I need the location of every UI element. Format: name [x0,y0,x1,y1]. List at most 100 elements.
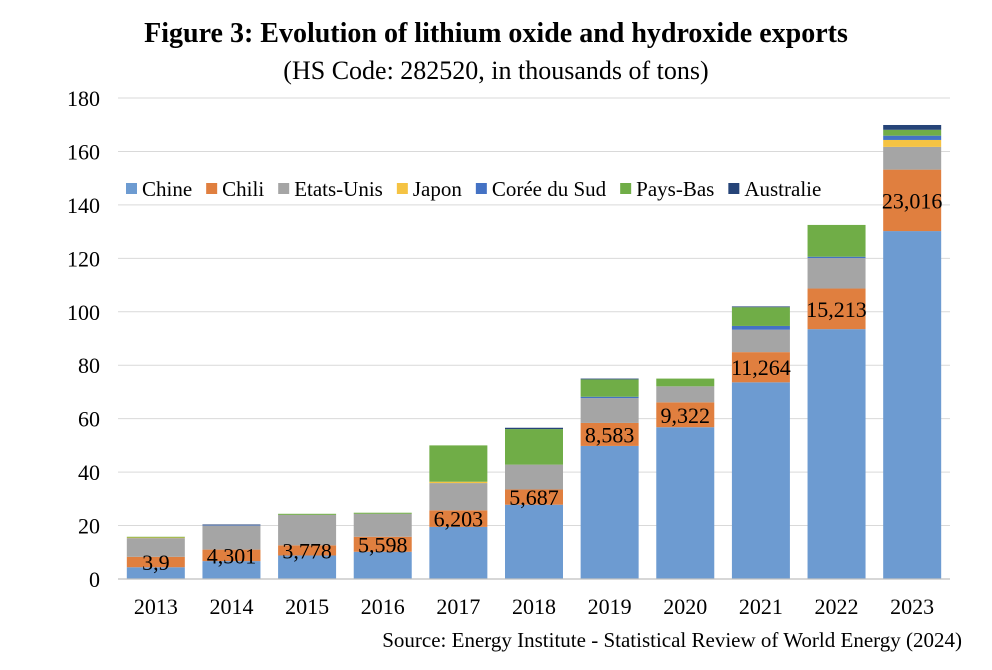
legend-label: Chili [222,177,264,201]
bar-segment-australie [883,124,942,130]
bar-segment-chine [202,561,261,579]
x-tick-label: 2021 [739,594,783,619]
legend-label: Corée du Sud [492,177,607,201]
y-axis-tick-labels: 0 20 40 60 80 100 120 140 160 180 [67,86,100,592]
bar-segment-japon [883,139,942,147]
data-label: 3,9 [142,550,170,575]
bar-segment-chili [353,536,412,552]
legend-label: Australie [744,177,821,201]
legend-label: Etats-Unis [294,177,383,201]
bar-segment-etats-unis [807,258,866,289]
data-label: 11,264 [731,355,791,380]
legend-swatch [206,183,218,194]
bar-segment-etats-unis [883,146,942,170]
y-tick-label: 100 [67,300,100,325]
y-tick-label: 180 [67,86,100,111]
bar-segment-chine [807,329,866,579]
bar-segment-cor-e-du-sud [807,256,866,259]
bar-segment-pays-bas [429,445,488,482]
bar-segment-etats-unis [353,513,412,537]
y-tick-label: 80 [78,353,100,378]
data-label: 9,322 [661,403,711,428]
y-tick-label: 120 [67,246,100,271]
legend-swatch [126,183,137,194]
legend-swatch [396,183,408,194]
data-label: 5,598 [358,532,408,557]
bar-segment-pays-bas [126,536,185,538]
bar-segment-pays-bas [656,378,715,387]
bar-segment-etats-unis [505,464,563,490]
bar-segment-japon [126,537,185,539]
x-tick-label: 2018 [512,594,556,619]
bar-segment-pays-bas [807,224,866,257]
bar-segment-etats-unis [126,538,185,557]
bar-segment-chine [353,551,412,579]
bar-segment-chine [580,445,639,579]
source-note: Source: Energy Institute - Statistical R… [382,628,962,652]
legend-label: Chine [142,177,192,201]
bar-segment-pays-bas [278,513,337,515]
bar-segment-chili [656,402,715,428]
bar-segment-chili [126,556,185,568]
bar-segment-etats-unis [656,386,715,403]
bar-segment-australie [202,524,261,526]
x-tick-label: 2019 [588,594,632,619]
bar-segment-chine [883,231,942,579]
x-tick-label: 2017 [436,594,480,619]
legend-swatch [728,183,740,194]
bar-segment-cor-e-du-sud [580,396,639,399]
bar-segment-chili [807,288,866,330]
y-tick-label: 140 [67,193,100,218]
x-tick-label: 2022 [815,594,859,619]
bar-segment-pays-bas [731,307,790,326]
y-tick-label: 160 [67,139,100,164]
bar-segment-chine [126,567,185,579]
chart-title: Figure 3: Evolution of lithium oxide and… [144,18,848,49]
bar-segment-chine [278,555,337,579]
legend-label: Pays-Bas [636,177,714,201]
bar-segment-etats-unis [731,329,790,353]
bar-segment-pays-bas [505,429,563,465]
bar-segment-chine [429,526,488,579]
bar-segment-australie [580,378,639,380]
bar-segment-cor-e-du-sud [883,135,942,140]
bar-segment-pays-bas [580,379,639,397]
bar-segment-chine [656,427,715,579]
bar-segment-chili [202,549,261,562]
x-tick-label: 2020 [663,594,707,619]
bar-segment-etats-unis [580,398,639,423]
y-tick-label: 60 [78,407,100,432]
bars [126,124,942,579]
data-label: 5,687 [509,485,559,510]
bar-segment-cor-e-du-sud [202,525,261,526]
legend-swatch [278,183,290,194]
data-label: 4,301 [207,543,257,568]
y-tick-label: 20 [78,514,100,539]
legend-swatch [620,183,632,194]
bar-segment-chili [731,352,790,383]
bar-segment-chine [505,504,563,579]
x-axis-tick-labels: 2013 2014 2015 2016 2017 2018 2019 2020 2021 2022… [134,594,934,619]
data-label: 3,778 [282,538,332,563]
bar-segment-chili [883,169,942,232]
data-label: 23,016 [882,188,943,213]
x-tick-label: 2016 [361,594,405,619]
bar-segment-etats-unis [429,483,488,511]
chart-subtitle: (HS Code: 282520, in thousands of tons) [283,56,709,85]
bar-segment-cor-e-du-sud [731,325,790,330]
bar-segment-pays-bas [883,129,942,136]
data-label: 15,213 [806,297,867,322]
x-tick-label: 2015 [285,594,329,619]
x-tick-label: 2014 [209,594,253,619]
bar-segment-chine [731,382,790,579]
data-label: 8,583 [585,422,635,447]
bar-segment-chili [278,545,337,556]
y-tick-label: 0 [89,567,100,592]
x-tick-label: 2013 [134,594,178,619]
x-tick-label: 2023 [890,594,934,619]
legend-swatch [475,183,487,194]
bar-segment-etats-unis [278,514,337,546]
y-tick-label: 40 [78,460,100,485]
bar-segment-australie [505,427,563,430]
